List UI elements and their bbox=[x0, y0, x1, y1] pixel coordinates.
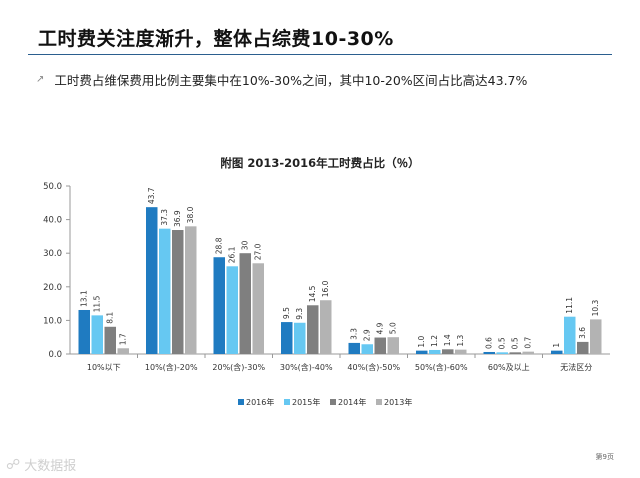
arrow-bullet-icon: ↗ bbox=[36, 74, 45, 85]
bar bbox=[117, 348, 129, 354]
bar bbox=[590, 319, 602, 354]
data-label: 27.0 bbox=[254, 243, 263, 260]
data-label: 11.1 bbox=[565, 297, 574, 314]
bar bbox=[239, 253, 251, 354]
watermark-text: 大数据报 bbox=[24, 459, 77, 474]
data-label: 43.7 bbox=[147, 187, 156, 204]
data-label: 2.9 bbox=[363, 329, 372, 341]
watermark: ☍ 大数据报 bbox=[6, 455, 77, 475]
data-label: 1.3 bbox=[456, 334, 465, 346]
watermark-logo-icon: ☍ bbox=[6, 456, 21, 473]
data-label: 0.7 bbox=[524, 336, 533, 348]
data-label: 37.3 bbox=[160, 209, 169, 226]
bar bbox=[564, 316, 576, 354]
bar bbox=[348, 342, 360, 354]
legend-swatch bbox=[238, 399, 244, 405]
data-label: 1.7 bbox=[119, 333, 128, 345]
data-label: 13.1 bbox=[80, 290, 89, 307]
data-label: 14.5 bbox=[308, 285, 317, 302]
bar bbox=[294, 322, 306, 354]
y-tick-label: 10.0 bbox=[43, 316, 62, 326]
bar bbox=[551, 350, 563, 354]
page-number: 第9页 bbox=[595, 453, 614, 461]
data-label: 16.0 bbox=[321, 280, 330, 297]
data-label: 1.0 bbox=[417, 335, 426, 347]
data-label: 26.1 bbox=[228, 246, 237, 263]
data-label: 28.8 bbox=[215, 237, 224, 254]
bar bbox=[496, 352, 508, 354]
data-label: 11.5 bbox=[93, 295, 102, 312]
legend-label: 2014年 bbox=[338, 397, 366, 407]
bar bbox=[91, 315, 103, 354]
legend-swatch bbox=[376, 399, 382, 405]
bar bbox=[374, 337, 386, 354]
bar bbox=[361, 344, 373, 354]
y-tick-label: 30.0 bbox=[43, 249, 62, 259]
data-label: 30 bbox=[241, 240, 250, 250]
chart-title: 附图 2013-2016年工时费占比（％） bbox=[220, 156, 420, 170]
legend-swatch bbox=[330, 399, 336, 405]
legend-label: 2015年 bbox=[292, 397, 320, 407]
slide-title: 工时费关注度渐升，整体占综费10-30% bbox=[38, 28, 394, 50]
bar bbox=[429, 349, 441, 354]
bar bbox=[281, 322, 293, 354]
x-tick-label: 60%及以上 bbox=[488, 363, 530, 372]
bar bbox=[416, 350, 428, 354]
bar bbox=[387, 337, 399, 354]
title-divider bbox=[28, 54, 612, 55]
bar bbox=[320, 300, 332, 354]
legend-label: 2016年 bbox=[246, 397, 274, 407]
data-label: 8.1 bbox=[106, 312, 115, 324]
data-label: 10.3 bbox=[591, 299, 600, 316]
bar bbox=[455, 349, 467, 354]
legend-label: 2013年 bbox=[384, 397, 412, 407]
bar bbox=[172, 230, 184, 354]
bar bbox=[213, 257, 225, 354]
data-label: 36.9 bbox=[173, 210, 182, 227]
data-label: 4.9 bbox=[376, 322, 385, 334]
data-label: 3.3 bbox=[350, 328, 359, 340]
bar bbox=[307, 305, 319, 354]
y-tick-label: 50.0 bbox=[43, 182, 62, 192]
data-label: 0.6 bbox=[485, 337, 494, 349]
data-label: 3.6 bbox=[578, 327, 587, 339]
data-label: 9.3 bbox=[295, 308, 304, 320]
x-tick-label: 50%(含)-60% bbox=[415, 362, 468, 372]
legend-swatch bbox=[284, 399, 290, 405]
bar bbox=[442, 349, 454, 354]
bar bbox=[78, 309, 90, 354]
x-tick-label: 40%(含)-50% bbox=[347, 362, 400, 372]
data-label: 5.0 bbox=[389, 322, 398, 334]
bar bbox=[509, 352, 521, 354]
x-tick-label: 10%(含)-20% bbox=[145, 362, 198, 372]
y-tick-label: 40.0 bbox=[43, 216, 62, 226]
bar bbox=[104, 326, 116, 354]
bar bbox=[185, 226, 197, 354]
bar bbox=[483, 351, 495, 354]
data-label: 9.5 bbox=[282, 307, 291, 319]
data-label: 0.5 bbox=[511, 337, 520, 349]
summary-text: 工时费占维保费用比例主要集中在10%-30%之间，其中10-20%区间占比高达4… bbox=[54, 73, 528, 88]
bar bbox=[252, 263, 264, 354]
y-tick-label: 0.0 bbox=[48, 350, 62, 360]
data-label: 1.4 bbox=[443, 334, 452, 346]
bar bbox=[522, 351, 534, 354]
summary-bullet: ↗ 工时费占维保费用比例主要集中在10%-30%之间，其中10-20%区间占比高… bbox=[36, 70, 527, 89]
data-label: 38.0 bbox=[186, 206, 195, 223]
data-label: 1 bbox=[552, 343, 561, 348]
bar bbox=[226, 266, 238, 354]
x-tick-label: 20%(含)-30% bbox=[212, 362, 265, 372]
data-label: 1.2 bbox=[430, 335, 439, 347]
y-tick-label: 20.0 bbox=[43, 283, 62, 293]
bar bbox=[577, 341, 589, 354]
data-label: 0.5 bbox=[498, 337, 507, 349]
x-tick-label: 10%以下 bbox=[87, 363, 121, 372]
bar bbox=[159, 228, 171, 354]
x-tick-label: 30%(含)-40% bbox=[280, 362, 333, 372]
bar bbox=[146, 207, 158, 354]
x-tick-label: 无法区分 bbox=[560, 362, 592, 372]
